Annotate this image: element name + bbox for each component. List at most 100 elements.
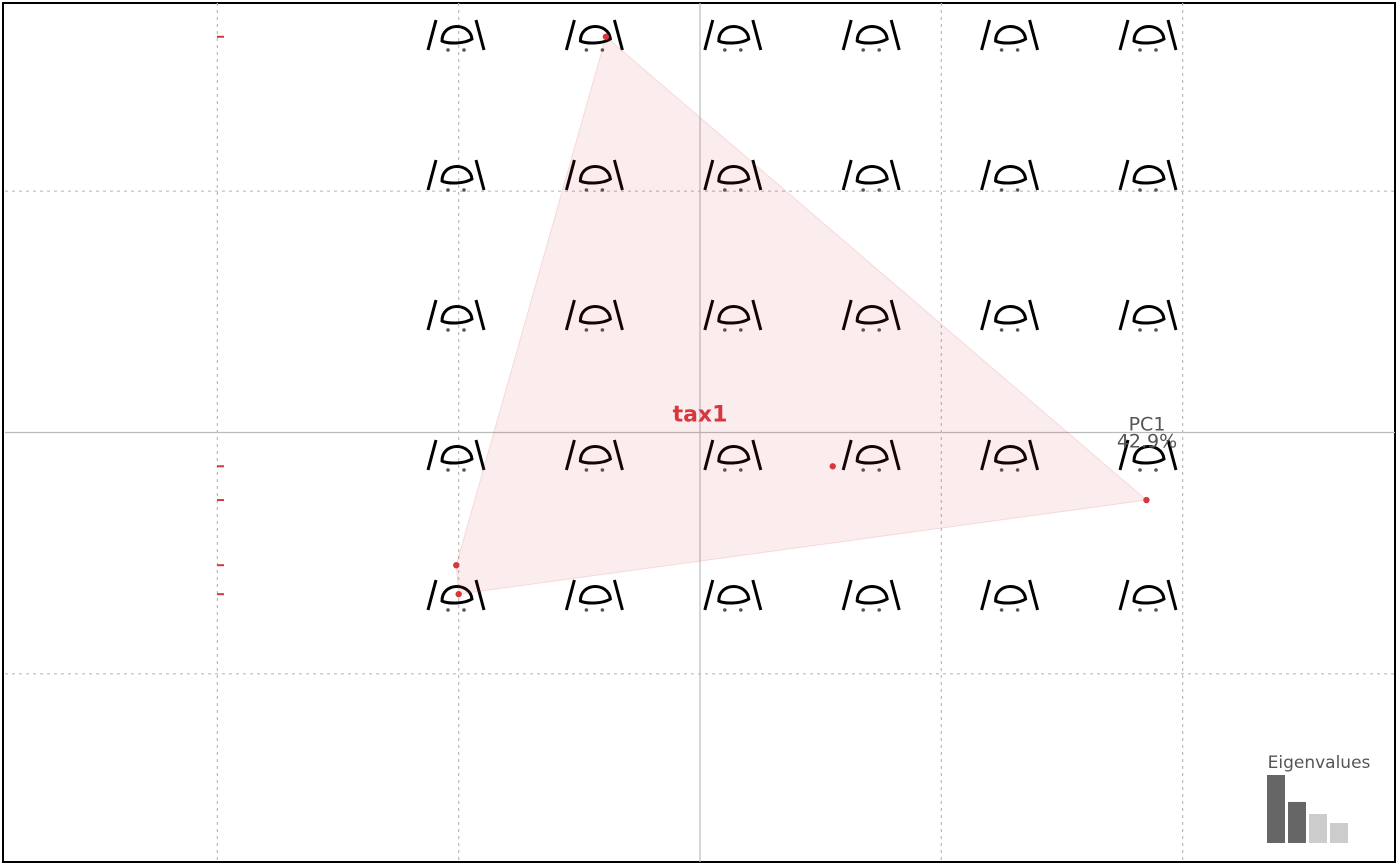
- landmark: [600, 48, 605, 52]
- shape-outline: [980, 299, 992, 331]
- landmark: [1154, 468, 1158, 472]
- landmark: [999, 608, 1004, 612]
- shape-glyph: [841, 439, 901, 472]
- shape-outline: [612, 159, 624, 191]
- shape-outline: [889, 299, 901, 331]
- shape-glyph: [426, 579, 486, 612]
- shape-glyph: [1118, 19, 1178, 52]
- group-hull: [455, 35, 1148, 595]
- landmark: [1154, 48, 1158, 52]
- shape-outline: [717, 585, 751, 605]
- shape-outline: [440, 585, 474, 605]
- shape-outline: [717, 165, 751, 185]
- shape-outline: [426, 159, 438, 191]
- shape-glyph: [1118, 299, 1178, 332]
- shape-outline: [855, 585, 889, 605]
- landmark: [723, 468, 727, 472]
- shape-outline: [841, 19, 853, 51]
- shape-outline: [1166, 159, 1178, 191]
- landmark: [462, 468, 466, 472]
- shape-outline: [703, 579, 715, 611]
- shape-outline: [440, 165, 474, 185]
- shape-glyph: [980, 299, 1040, 332]
- landmark: [999, 188, 1004, 192]
- landmark: [999, 468, 1004, 472]
- morphospace: [426, 19, 1178, 612]
- shape-outline: [717, 25, 751, 45]
- grid: [5, 3, 1395, 862]
- shape-outline: [855, 445, 889, 465]
- landmark: [600, 608, 605, 612]
- shape-glyph: [841, 159, 901, 192]
- eigen-title: Eigenvalues: [1268, 753, 1371, 773]
- landmark: [877, 48, 881, 52]
- shape-outline: [578, 165, 613, 185]
- shape-outline: [889, 159, 901, 191]
- landmark: [877, 608, 881, 612]
- shape-glyph: [426, 19, 486, 52]
- shape-outline: [578, 305, 613, 325]
- shape-outline: [751, 299, 763, 331]
- point: [455, 590, 462, 598]
- shape-outline: [751, 159, 763, 191]
- shape-outline: [612, 579, 624, 611]
- shape-outline: [612, 299, 624, 331]
- landmark: [1015, 328, 1020, 332]
- shape-glyph: [564, 159, 624, 192]
- landmark: [1138, 48, 1142, 52]
- shape-outline: [751, 579, 763, 611]
- axis-label: PC1: [1129, 414, 1166, 436]
- shape-outline: [564, 579, 576, 611]
- shape-outline: [426, 299, 438, 331]
- shape-outline: [440, 445, 474, 465]
- shape-glyph: [426, 299, 486, 332]
- landmark: [600, 188, 605, 192]
- shape-glyph: [564, 19, 624, 52]
- shape-outline: [612, 439, 624, 471]
- eigen-bar: [1288, 801, 1306, 843]
- shape-outline: [980, 439, 992, 471]
- landmark: [999, 328, 1004, 332]
- landmark: [446, 328, 450, 332]
- point: [453, 562, 460, 569]
- shape-outline: [426, 579, 438, 611]
- landmark: [723, 48, 727, 52]
- shape-outline: [474, 579, 486, 611]
- eigen-bar: [1330, 823, 1348, 843]
- shape-outline: [980, 159, 992, 191]
- landmark: [462, 188, 466, 192]
- landmark: [739, 608, 743, 612]
- landmark: [739, 48, 743, 52]
- landmark: [600, 328, 605, 332]
- shape-outline: [1166, 299, 1178, 331]
- shape-outline: [889, 439, 901, 471]
- landmark: [462, 608, 466, 612]
- shape-outline: [855, 25, 889, 45]
- shape-outline: [1132, 165, 1166, 185]
- landmark: [600, 468, 605, 472]
- shape-glyph: [1118, 579, 1178, 612]
- landmark: [723, 188, 727, 192]
- shape-outline: [564, 159, 576, 191]
- shape-outline: [578, 585, 613, 605]
- landmark: [1015, 608, 1020, 612]
- shape-outline: [1028, 299, 1040, 331]
- landmark: [877, 468, 881, 472]
- shape-outline: [1118, 19, 1130, 51]
- shape-glyph: [841, 19, 901, 52]
- shape-outline: [1132, 445, 1166, 465]
- shape-outline: [612, 19, 624, 51]
- landmark: [739, 468, 743, 472]
- shape-outline: [980, 19, 992, 51]
- shape-outline: [564, 19, 576, 51]
- landmark: [1015, 48, 1020, 52]
- landmark: [1154, 608, 1158, 612]
- shape-outline: [474, 439, 486, 471]
- landmark: [739, 188, 743, 192]
- shape-glyph: [564, 439, 624, 472]
- shape-outline: [703, 439, 715, 471]
- shape-glyph: [980, 579, 1040, 612]
- shape-outline: [1118, 159, 1130, 191]
